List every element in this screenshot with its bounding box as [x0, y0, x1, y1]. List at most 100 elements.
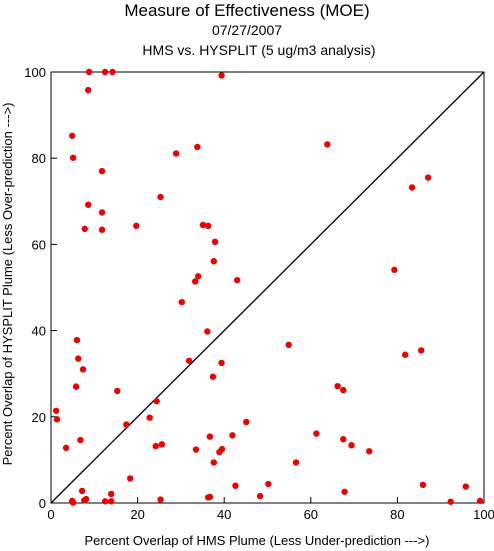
data-point: [229, 432, 236, 439]
data-point: [391, 266, 398, 274]
data-point: [98, 167, 106, 175]
data-point: [265, 480, 272, 488]
data-point: [75, 355, 82, 362]
chart-date: 07/27/2007: [212, 22, 282, 38]
data-point: [204, 328, 211, 335]
x-tick-label: 0: [47, 507, 54, 522]
data-point: [199, 221, 207, 229]
data-point: [79, 366, 87, 373]
data-point: [324, 141, 331, 148]
data-point: [114, 387, 121, 395]
data-point: [401, 351, 409, 358]
data-point: [476, 497, 484, 505]
data-point: [81, 497, 88, 504]
data-point: [256, 492, 264, 500]
data-point: [313, 430, 320, 437]
data-point: [152, 442, 159, 450]
data-point: [157, 496, 164, 503]
data-point: [109, 68, 116, 76]
data-point: [232, 482, 239, 489]
data-point: [334, 382, 341, 390]
y-tick-label: 100: [24, 65, 46, 80]
data-point: [72, 383, 80, 390]
data-point: [366, 448, 373, 455]
data-point: [209, 373, 217, 380]
data-point: [418, 347, 425, 354]
data-point: [158, 441, 166, 448]
x-tick-label: 100: [473, 507, 494, 522]
data-point: [172, 150, 180, 157]
reference-diagonal-line: [50, 71, 485, 504]
data-point: [195, 273, 202, 280]
data-point: [73, 336, 81, 344]
data-point: [69, 499, 77, 506]
data-point: [243, 418, 250, 426]
y-tick-label: 40: [32, 324, 46, 339]
data-point: [101, 498, 109, 505]
data-point: [81, 225, 88, 233]
y-axis-ticks: 0 20 40 60 80 100: [24, 65, 57, 511]
data-point: [424, 174, 432, 181]
data-point: [447, 498, 454, 505]
data-point: [133, 222, 140, 230]
data-point: [218, 72, 225, 79]
x-tick-label: 80: [390, 507, 404, 522]
y-tick-label: 20: [32, 410, 46, 425]
data-point: [101, 68, 109, 76]
x-tick-label: 60: [304, 507, 318, 522]
data-point: [85, 68, 93, 76]
data-point: [107, 490, 115, 498]
plot-frame: [50, 71, 485, 504]
data-point: [285, 341, 292, 349]
data-point: [107, 498, 115, 505]
data-point: [210, 258, 218, 265]
x-tick-label: 20: [130, 507, 144, 522]
data-point: [218, 359, 225, 367]
data-point: [462, 483, 470, 490]
data-point: [206, 433, 214, 440]
data-point: [98, 209, 106, 216]
data-point: [341, 488, 348, 495]
plot-area: 0 20 40 60 80 100 0 20 40 60 80 100: [24, 65, 494, 522]
data-point: [216, 448, 223, 456]
data-point: [127, 475, 134, 482]
data-point: [419, 481, 427, 489]
data-point: [123, 421, 130, 428]
data-point: [153, 398, 160, 405]
data-point: [192, 446, 200, 453]
data-point: [53, 416, 61, 423]
data-point: [52, 407, 60, 414]
y-tick-label: 0: [39, 496, 46, 511]
data-point: [210, 459, 218, 466]
data-point: [69, 154, 77, 161]
data-point: [204, 222, 212, 230]
data-point: [185, 357, 193, 364]
data-point: [348, 442, 355, 449]
data-point: [85, 201, 92, 208]
data-point: [85, 86, 92, 94]
chart-title: Measure of Effectiveness (MOE): [124, 1, 369, 20]
y-axis-label: Percent Overlap of HYSPLIT Plume (Less O…: [0, 103, 15, 466]
data-point: [204, 494, 212, 501]
data-point: [211, 238, 219, 246]
data-point: [340, 436, 347, 443]
data-point: [77, 436, 84, 444]
x-tick-label: 40: [217, 507, 231, 522]
y-tick-label: 80: [32, 151, 46, 166]
chart-subtitle: HMS vs. HYSPLIT (5 ug/m3 analysis): [142, 42, 375, 58]
data-point: [69, 132, 76, 139]
data-point: [233, 276, 241, 284]
data-point: [408, 184, 416, 191]
data-point: [178, 298, 185, 306]
data-point: [157, 193, 164, 201]
data-point: [292, 459, 300, 466]
data-point: [191, 278, 199, 285]
x-axis-label: Percent Overlap of HMS Plume (Less Under…: [85, 533, 430, 548]
data-point: [146, 414, 153, 421]
data-point: [340, 386, 347, 394]
y-tick-label: 60: [32, 237, 46, 252]
data-points: [52, 68, 484, 506]
data-point: [194, 143, 201, 151]
data-point: [98, 226, 106, 233]
